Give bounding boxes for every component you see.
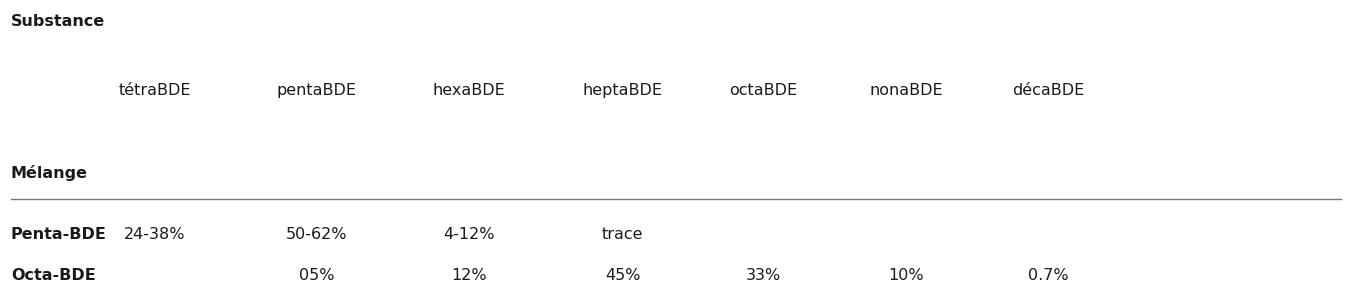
Text: 05%: 05% [299,268,334,283]
Text: Penta-BDE: Penta-BDE [11,227,106,242]
Text: octaBDE: octaBDE [729,83,797,98]
Text: heptaBDE: heptaBDE [582,83,663,98]
Text: nonaBDE: nonaBDE [869,83,942,98]
Text: hexaBDE: hexaBDE [433,83,506,98]
Text: 10%: 10% [888,268,923,283]
Text: 0.7%: 0.7% [1029,268,1069,283]
Text: Substance: Substance [11,14,105,29]
Text: 33%: 33% [745,268,780,283]
Text: 50-62%: 50-62% [286,227,348,242]
Text: 12%: 12% [452,268,487,283]
Text: décaBDE: décaBDE [1012,83,1085,98]
Text: 45%: 45% [605,268,640,283]
Text: 4-12%: 4-12% [443,227,495,242]
Text: tétraBDE: tétraBDE [119,83,191,98]
Text: 24-38%: 24-38% [124,227,186,242]
Text: Octa-BDE: Octa-BDE [11,268,96,283]
Text: pentaBDE: pentaBDE [276,83,357,98]
Text: Mélange: Mélange [11,165,88,181]
Text: trace: trace [603,227,643,242]
